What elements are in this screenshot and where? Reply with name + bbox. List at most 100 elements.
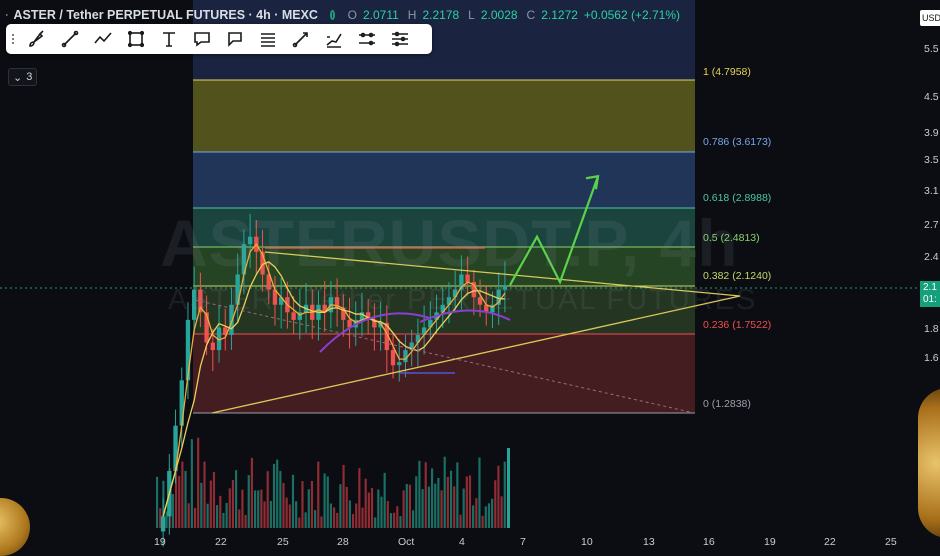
- drag-handle-icon[interactable]: [6, 24, 20, 54]
- volume-bar: [364, 478, 367, 528]
- drawing-toolbar[interactable]: [6, 24, 432, 54]
- volume-bar: [288, 504, 291, 528]
- candle-body: [359, 312, 365, 320]
- time-tick: 19: [764, 536, 776, 548]
- volume-bar: [310, 480, 314, 528]
- fib-retracement-icon[interactable]: [317, 24, 350, 54]
- path-icon[interactable]: [86, 24, 119, 54]
- ma-fast-line: [162, 243, 506, 517]
- price-tick: 2.7: [924, 219, 939, 231]
- time-tick: 19: [154, 536, 166, 548]
- volume-bar: [412, 510, 415, 528]
- triangle-upper-line: [264, 251, 741, 297]
- bar-countdown: 01:: [923, 294, 937, 305]
- volume-bar: [440, 490, 443, 528]
- volume-bar: [184, 470, 187, 528]
- time-tick: 4: [459, 536, 465, 548]
- fib-level-label: 0.382 (2.1240): [703, 270, 772, 282]
- candle-body: [490, 304, 495, 313]
- close-label: C: [526, 8, 536, 22]
- symbol-title[interactable]: ASTER / Tether PERPETUAL FUTURES · 4h · …: [13, 8, 318, 22]
- volume-bar: [345, 486, 348, 528]
- volume-bar: [304, 512, 307, 528]
- volume-bar: [437, 477, 440, 528]
- volume-bar: [291, 474, 295, 528]
- volume-bar: [206, 503, 209, 528]
- candle-body: [415, 334, 421, 343]
- volume-bar: [475, 498, 478, 528]
- volume-bar: [235, 470, 238, 528]
- volume-bar: [276, 459, 279, 528]
- ma-slow-line: [162, 261, 505, 517]
- fib-zone-1: [193, 80, 695, 152]
- time-tick: 22: [824, 536, 836, 548]
- candle-body: [260, 251, 265, 275]
- candle-body: [204, 312, 209, 343]
- volume-bar: [190, 439, 193, 528]
- volume-bar: [326, 476, 329, 528]
- volume-bar: [497, 465, 500, 528]
- currency-label[interactable]: USD: [920, 10, 940, 26]
- market-status-icon: [329, 10, 335, 20]
- volume-bar: [272, 463, 276, 528]
- fib-level-label: 0 (1.2838): [703, 398, 751, 410]
- text-icon[interactable]: [152, 24, 185, 54]
- volume-bar: [244, 514, 247, 528]
- volume-bar: [250, 457, 253, 528]
- callout-icon[interactable]: [185, 24, 218, 54]
- trend-line-icon[interactable]: [53, 24, 86, 54]
- note-icon[interactable]: [218, 24, 251, 54]
- volume-bar: [238, 509, 241, 528]
- volume-bar: [393, 512, 396, 528]
- candle-body: [192, 289, 197, 320]
- volume-bar: [465, 476, 468, 528]
- parallel-channel-icon[interactable]: [350, 24, 383, 54]
- cup-arc-2: [419, 309, 511, 323]
- volume-bar: [279, 470, 282, 528]
- volume-bar: [336, 512, 339, 528]
- volume-bar: [171, 494, 174, 528]
- price-tick: 2.4: [924, 251, 939, 263]
- time-tick: 16: [703, 536, 715, 548]
- measure-icon[interactable]: [383, 24, 416, 54]
- volume-bar: [187, 503, 190, 528]
- volume-bar: [329, 503, 332, 528]
- exchange-logo-icon: [6, 14, 8, 16]
- volume-bar: [351, 513, 355, 528]
- candle-body: [241, 244, 247, 275]
- volume-bar: [285, 497, 288, 528]
- indicators-toggle[interactable]: ⌄ 3: [8, 68, 38, 86]
- change-value: +0.0562 (+2.71%): [583, 8, 680, 22]
- candle-body: [347, 319, 352, 328]
- volume-bar: [253, 490, 257, 528]
- volume-bar: [478, 457, 481, 528]
- candle-body: [322, 304, 327, 313]
- long-position-icon[interactable]: [251, 24, 284, 54]
- volume-bar: [228, 488, 231, 528]
- brush-icon[interactable]: [20, 24, 53, 54]
- volume-bar: [424, 462, 427, 528]
- volume-bar: [459, 514, 462, 528]
- time-tick: 7: [520, 536, 526, 548]
- volume-bar: [156, 476, 159, 528]
- volume-bar: [263, 501, 266, 528]
- candle-body: [440, 304, 445, 313]
- rectangle-icon[interactable]: [119, 24, 152, 54]
- candle-body: [160, 516, 166, 532]
- fib-zone-2: [193, 152, 695, 208]
- volume-bar: [468, 475, 472, 528]
- price-tick: 4.5: [924, 91, 939, 103]
- volume-bar: [257, 490, 260, 528]
- volume-bar: [408, 484, 412, 528]
- current-price: 2.1: [923, 282, 937, 293]
- volume-bar: [333, 507, 336, 528]
- volume-bar: [367, 492, 370, 528]
- low-label: L: [468, 8, 475, 22]
- volume-bar: [389, 513, 393, 528]
- volume-bar: [430, 468, 434, 528]
- arrow-marker-icon[interactable]: [284, 24, 317, 54]
- candle-body: [471, 282, 476, 298]
- volume-bar: [507, 448, 510, 528]
